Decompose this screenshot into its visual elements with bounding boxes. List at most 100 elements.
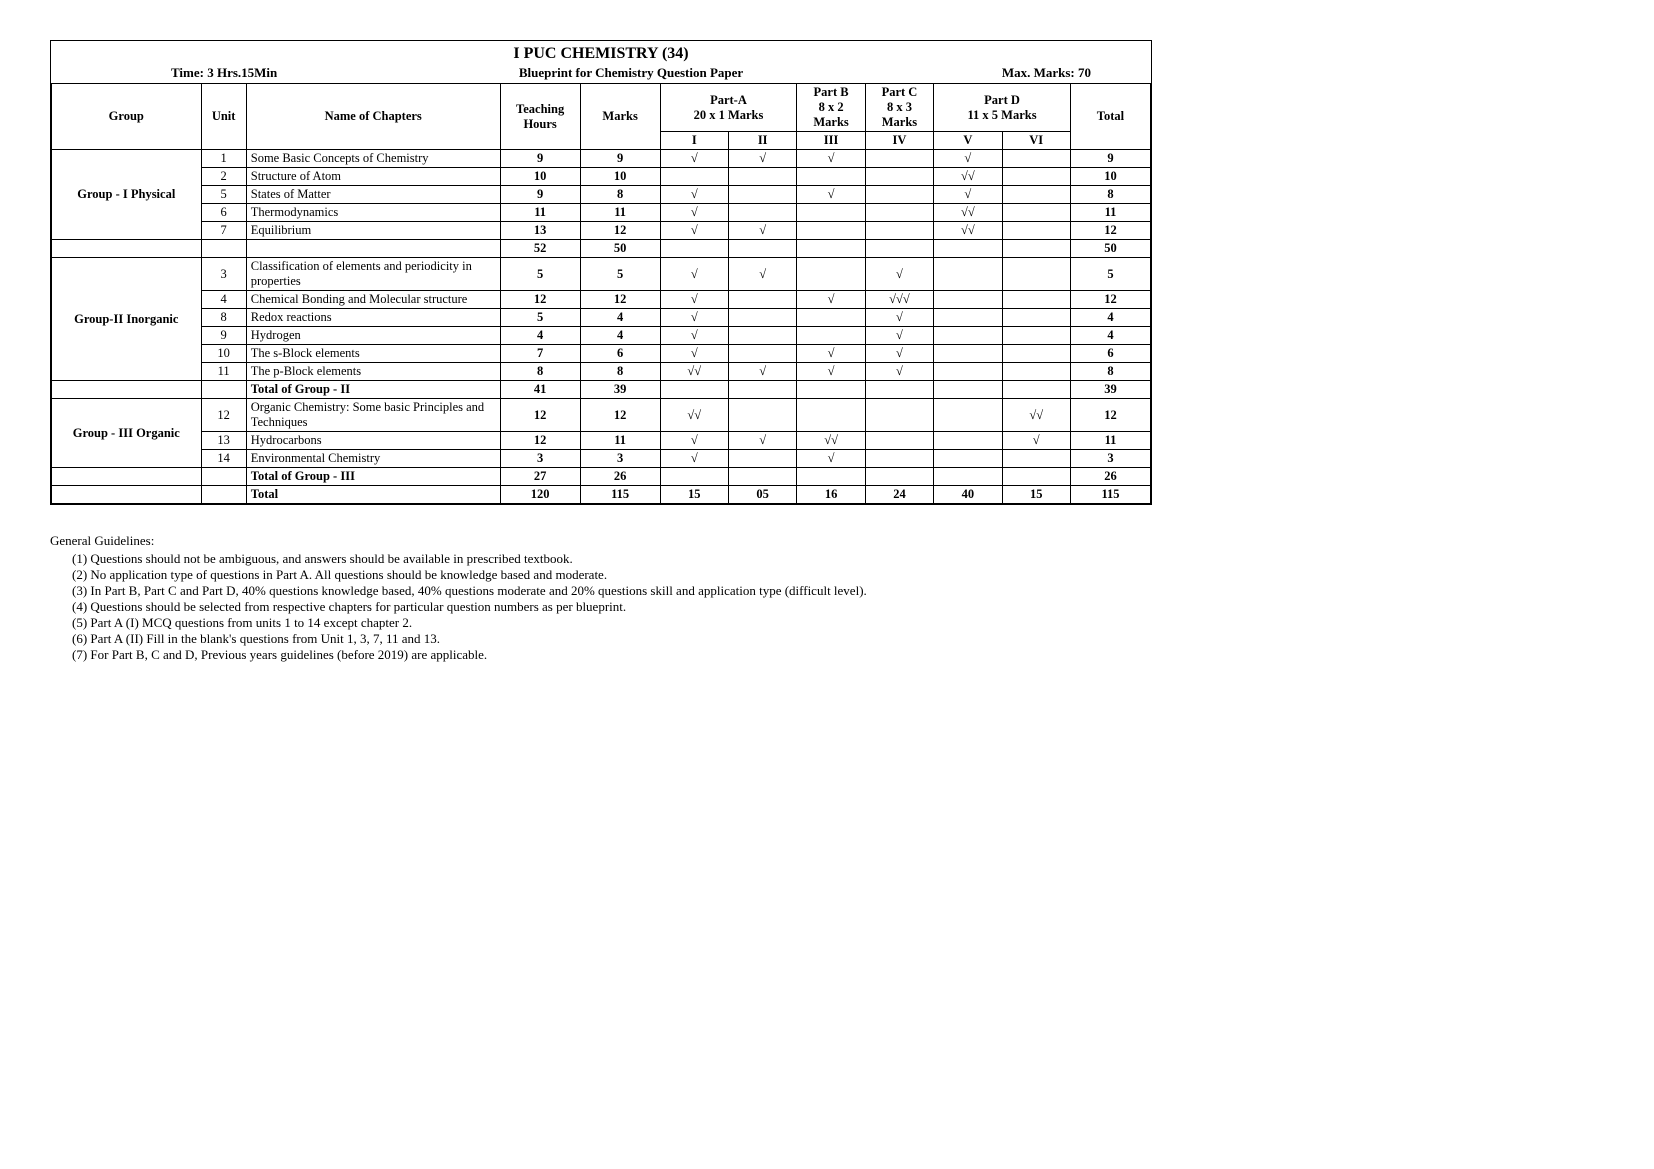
cell: 5 (500, 258, 580, 291)
table-row: 8Redox reactions54√√4 (52, 309, 1151, 327)
cell (1002, 450, 1070, 468)
cell: √ (660, 150, 728, 168)
cell (201, 240, 246, 258)
cell (1002, 150, 1070, 168)
cell: 39 (580, 381, 660, 399)
cell (797, 381, 865, 399)
cell: 12 (500, 399, 580, 432)
cell: √ (728, 150, 796, 168)
table-row: 4Chemical Bonding and Molecular structur… (52, 291, 1151, 309)
cell: √ (660, 186, 728, 204)
cell (52, 486, 202, 504)
cell: 12 (201, 399, 246, 432)
cell: 52 (500, 240, 580, 258)
cell (934, 432, 1002, 450)
cell: √√√ (865, 291, 933, 309)
cell: 10 (1070, 168, 1150, 186)
table-row: 6Thermodynamics1111√√√11 (52, 204, 1151, 222)
cell (728, 240, 796, 258)
cell: 12 (1070, 399, 1150, 432)
blueprint-table: Group Unit Name of Chapters Teaching Hou… (51, 83, 1151, 504)
cell (797, 204, 865, 222)
h-roman-i: I (660, 132, 728, 150)
table-row: Group - I Physical1Some Basic Concepts o… (52, 150, 1151, 168)
subtotal-row: Total of Group - II413939 (52, 381, 1151, 399)
cell: 27 (500, 468, 580, 486)
cell: √ (797, 150, 865, 168)
table-row: Group-II Inorganic3Classification of ele… (52, 258, 1151, 291)
cell (201, 381, 246, 399)
cell (201, 468, 246, 486)
cell: 12 (580, 222, 660, 240)
cell: 10 (201, 345, 246, 363)
cell (865, 381, 933, 399)
cell: 6 (1070, 345, 1150, 363)
cell: 15 (660, 486, 728, 504)
cell (1002, 468, 1070, 486)
page-title: I PUC CHEMISTRY (34) (51, 41, 1151, 65)
cell: Equilibrium (246, 222, 500, 240)
cell: 13 (500, 222, 580, 240)
table-row: 5States of Matter98√√√8 (52, 186, 1151, 204)
cell: Environmental Chemistry (246, 450, 500, 468)
cell: √ (934, 150, 1002, 168)
cell (1002, 345, 1070, 363)
cell (934, 327, 1002, 345)
cell (1002, 186, 1070, 204)
cell (797, 168, 865, 186)
cell: 8 (201, 309, 246, 327)
cell (1002, 363, 1070, 381)
cell: 8 (580, 363, 660, 381)
grand-total-row: Total120115150516244015115 (52, 486, 1151, 504)
cell: 12 (580, 291, 660, 309)
guideline-item: (7) For Part B, C and D, Previous years … (50, 647, 1150, 663)
meta-row: Time: 3 Hrs.15Min Blueprint for Chemistr… (51, 65, 1151, 83)
cell: Organic Chemistry: Some basic Principles… (246, 399, 500, 432)
cell (934, 258, 1002, 291)
cell: 8 (580, 186, 660, 204)
cell: 11 (580, 204, 660, 222)
cell (797, 468, 865, 486)
cell: 120 (500, 486, 580, 504)
cell (934, 468, 1002, 486)
cell (865, 450, 933, 468)
h-roman-iv: IV (865, 132, 933, 150)
table-row: 7Equilibrium1312√√√√12 (52, 222, 1151, 240)
cell: 3 (1070, 450, 1150, 468)
cell (934, 381, 1002, 399)
guideline-item: (3) In Part B, Part C and Part D, 40% qu… (50, 583, 1150, 599)
cell: 4 (1070, 309, 1150, 327)
cell: 115 (580, 486, 660, 504)
cell (1002, 309, 1070, 327)
cell (934, 399, 1002, 432)
cell: 9 (580, 150, 660, 168)
cell (728, 345, 796, 363)
cell: √√ (1002, 399, 1070, 432)
cell: 3 (580, 450, 660, 468)
cell (797, 327, 865, 345)
cell (934, 345, 1002, 363)
cell (934, 240, 1002, 258)
cell: √ (660, 327, 728, 345)
cell: 5 (500, 309, 580, 327)
cell: 9 (1070, 150, 1150, 168)
cell (728, 204, 796, 222)
cell (797, 222, 865, 240)
guideline-item: (2) No application type of questions in … (50, 567, 1150, 583)
guideline-item: (1) Questions should not be ambiguous, a… (50, 551, 1150, 567)
cell (246, 240, 500, 258)
cell: √ (660, 291, 728, 309)
cell: 8 (1070, 186, 1150, 204)
cell (52, 468, 202, 486)
cell (660, 240, 728, 258)
cell: 41 (500, 381, 580, 399)
cell (797, 309, 865, 327)
cell: The s-Block elements (246, 345, 500, 363)
cell (797, 258, 865, 291)
h-total: Total (1070, 84, 1150, 150)
cell: √√ (934, 222, 1002, 240)
cell: 5 (1070, 258, 1150, 291)
cell: √ (728, 432, 796, 450)
cell (797, 399, 865, 432)
cell: 9 (500, 186, 580, 204)
